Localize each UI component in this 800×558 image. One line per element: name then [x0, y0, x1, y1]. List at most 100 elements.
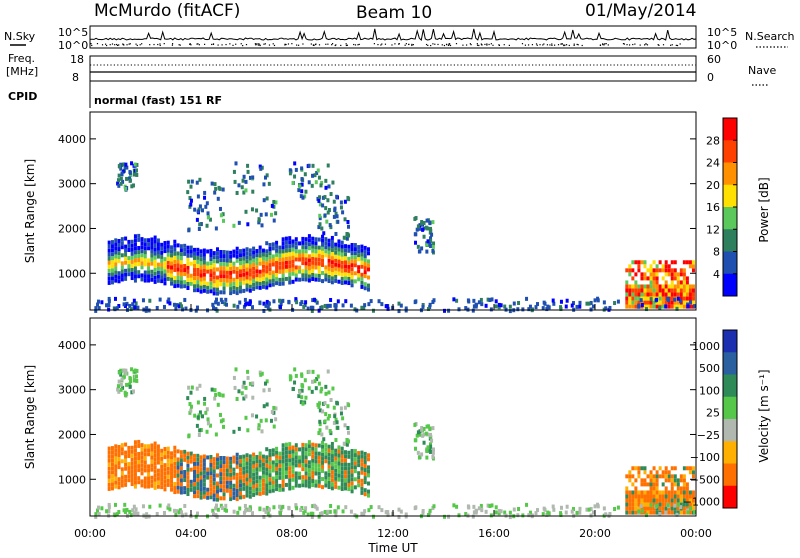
- nsearch-dot: [255, 44, 257, 46]
- velocity-cell: [317, 455, 321, 460]
- power-cell: [649, 276, 653, 281]
- power-cell: [366, 247, 370, 252]
- velocity-cell: [160, 456, 164, 461]
- power-cell: [307, 278, 311, 283]
- nsearch-dot: [536, 44, 538, 46]
- velocity-cell: [275, 483, 279, 488]
- power-cell: [267, 181, 271, 186]
- power-cell: [304, 245, 308, 250]
- power-cell: [244, 179, 248, 184]
- velocity-cell: [166, 466, 170, 471]
- power-cell: [350, 251, 354, 256]
- velocity-cell: [238, 491, 242, 496]
- power-cell: [242, 276, 246, 281]
- power-cell: [658, 296, 662, 301]
- power-cell: [688, 264, 692, 269]
- power-cell: [206, 265, 210, 270]
- power-cell: [284, 260, 288, 265]
- power-cell: [238, 257, 242, 262]
- velocity-cell: [124, 371, 128, 376]
- velocity-cell: [196, 457, 200, 462]
- nsearch-dot: [670, 44, 672, 46]
- power-cell: [246, 222, 250, 227]
- velocity-cell: [229, 460, 233, 465]
- velocity-cell: [199, 495, 203, 500]
- velocity-cell: [353, 469, 357, 474]
- power-cell: [143, 270, 147, 275]
- power-cell: [347, 256, 351, 261]
- power-cell: [281, 245, 285, 250]
- nsearch-dot: [602, 43, 604, 46]
- power-cell: [244, 188, 248, 193]
- velocity-cell: [179, 486, 183, 491]
- velocity-cell: [229, 464, 233, 469]
- velocity-cell: [137, 460, 141, 465]
- velocity-cell: [303, 400, 307, 405]
- velocity-cell: [202, 466, 206, 471]
- power-cell: [664, 304, 668, 309]
- nsearch-dot: [232, 44, 234, 46]
- power-cell: [344, 276, 348, 281]
- power-cell: [150, 273, 154, 278]
- nsearch-dot: [557, 44, 560, 46]
- power-cell: [685, 292, 689, 297]
- colorbar-tick-label: 12: [706, 223, 720, 236]
- velocity-cell: [176, 473, 180, 478]
- velocity-cell: [634, 486, 638, 491]
- nsearch-dot: [373, 43, 375, 45]
- velocity-cell: [326, 416, 330, 421]
- velocity-cell: [137, 451, 141, 456]
- power-cell: [140, 273, 144, 278]
- velocity-cell: [360, 454, 364, 459]
- velocity-cell: [301, 450, 305, 455]
- power-cell: [658, 300, 662, 305]
- velocity-cell: [202, 494, 206, 499]
- nsky-tick-bottom: 10^0: [58, 39, 88, 52]
- power-cell: [180, 304, 184, 309]
- velocity-cell: [685, 502, 689, 507]
- power-cell: [232, 277, 236, 282]
- velocity-cell: [420, 427, 424, 432]
- power-cell: [137, 250, 141, 255]
- velocity-cell: [245, 465, 249, 470]
- power-cell: [646, 288, 650, 293]
- power-cell: [298, 249, 302, 254]
- velocity-cell: [124, 482, 128, 487]
- nsearch-dot: [346, 44, 349, 46]
- velocity-cell: [255, 487, 259, 492]
- power-cell: [344, 248, 348, 253]
- velocity-cell: [386, 512, 390, 517]
- velocity-cell: [147, 448, 151, 453]
- velocity-cell: [643, 482, 647, 487]
- velocity-cell: [652, 506, 656, 511]
- velocity-cell: [248, 508, 252, 513]
- power-cell: [477, 300, 481, 305]
- nsearch-dot: [481, 44, 483, 46]
- power-cell: [649, 280, 653, 285]
- velocity-cell: [646, 482, 650, 487]
- power-cell: [353, 263, 357, 268]
- velocity-cell: [215, 461, 219, 466]
- velocity-cell: [497, 508, 501, 513]
- power-cell: [187, 228, 191, 233]
- velocity-cell: [206, 487, 210, 492]
- velocity-cell: [288, 454, 292, 459]
- velocity-cell: [208, 423, 212, 428]
- power-cell: [251, 175, 255, 180]
- power-cell: [472, 298, 476, 303]
- velocity-cell: [424, 431, 428, 436]
- velocity-cell: [363, 451, 367, 456]
- velocity-cell: [140, 471, 144, 476]
- velocity-cell: [314, 483, 318, 488]
- velocity-cell: [673, 503, 677, 508]
- nsearch-dot: [313, 44, 315, 46]
- power-cell: [219, 270, 223, 275]
- velocity-cell: [215, 457, 219, 462]
- power-cell: [652, 280, 656, 285]
- power-cell: [685, 280, 689, 285]
- velocity-cell: [425, 424, 429, 429]
- power-cell: [261, 284, 265, 289]
- power-cell: [193, 272, 197, 277]
- velocity-cell: [219, 468, 223, 473]
